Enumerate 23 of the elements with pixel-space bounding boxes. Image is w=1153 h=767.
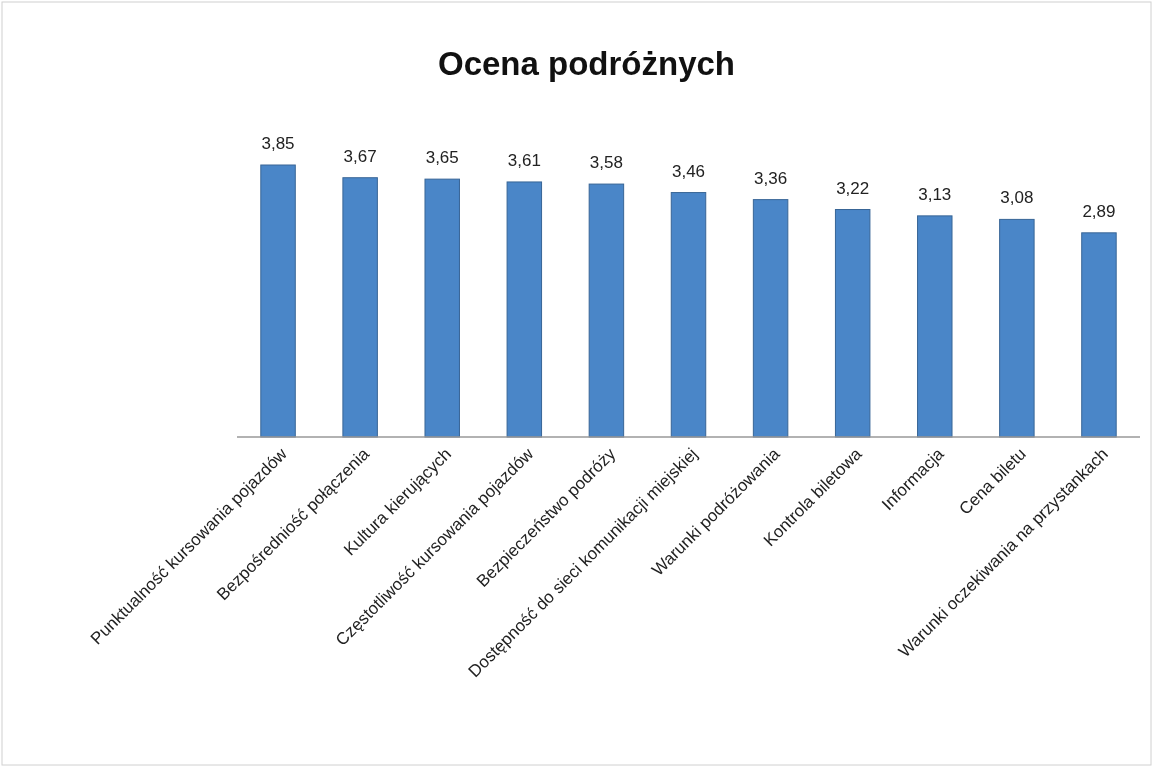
bar xyxy=(670,192,707,438)
data-label: 2,89 xyxy=(1082,201,1116,221)
data-label: 3,85 xyxy=(261,134,295,153)
bar xyxy=(999,218,1035,438)
bar xyxy=(752,199,789,438)
data-label: 3,58 xyxy=(589,153,623,173)
data-label: 3,65 xyxy=(425,148,459,168)
bar xyxy=(917,215,953,438)
bar xyxy=(1081,232,1117,438)
data-label: 3,13 xyxy=(918,184,952,204)
data-label: 3,67 xyxy=(343,146,377,166)
chart-title: Ocena podróżnych xyxy=(437,45,736,82)
data-label: 3,46 xyxy=(671,161,706,181)
bar xyxy=(588,183,625,438)
bar xyxy=(260,164,296,438)
bar xyxy=(506,181,543,438)
data-label: 3,08 xyxy=(1000,188,1034,208)
bar xyxy=(834,209,871,438)
bar xyxy=(342,177,378,438)
bar xyxy=(424,178,460,438)
data-label: 3,22 xyxy=(836,178,870,198)
data-label: 3,36 xyxy=(754,168,788,188)
data-label: 3,61 xyxy=(507,150,541,170)
